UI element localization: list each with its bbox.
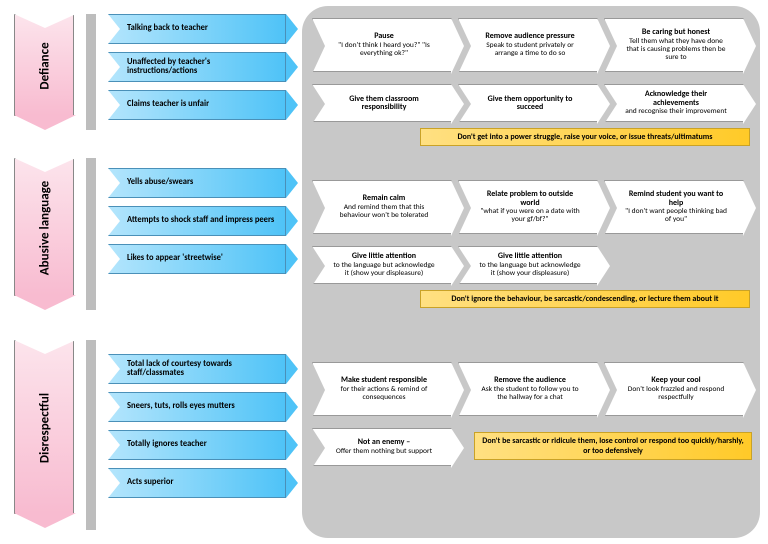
strategy-title: Acknowledge their achievements	[623, 90, 729, 107]
strategy-title: Give them opportunity to succeed	[477, 95, 583, 112]
strategy-panel: Pause "I don't think I heard you?" "Is ev…	[302, 6, 760, 538]
strategy-title: Keep your cool	[651, 376, 700, 384]
category-label: Defiance	[38, 42, 53, 89]
strategy-subtitle: "I don't want people thinking bad of you…	[623, 208, 729, 224]
behavior-label: Total lack of courtesy towards staff/cla…	[108, 354, 286, 384]
diagram-root: Defiance Abusive language Disrespectful Ta…	[0, 0, 768, 544]
behavior-label: Totally ignores teacher	[108, 430, 286, 460]
strategy-title: Give little attention	[498, 252, 562, 260]
strategy-row: Pause "I don't think I heard you?" "Is ev…	[312, 18, 752, 72]
strategy-title: Not an enemy –	[358, 438, 411, 446]
strategy-title: Relate problem to outside world	[477, 190, 583, 207]
strategy-subtitle: to the language but acknowledge it (show…	[331, 262, 437, 278]
behavior-group: Yells abuse/swears Attempts to shock staf…	[108, 168, 286, 282]
strategy-subtitle: "I don't think I heard you?" "Is everyth…	[331, 42, 437, 58]
behavior-arrow: Unaffected by teacher's instructions/act…	[108, 52, 286, 82]
strategy-title: Remind student you want to help	[623, 190, 729, 207]
behavior-label: Sneers, tuts, rolls eyes mutters	[108, 392, 286, 422]
strategy-subtitle: for their actions & remind of consequenc…	[331, 386, 437, 402]
behavior-label: Yells abuse/swears	[108, 168, 286, 198]
strategy-chevron: Give little attention to the language but…	[312, 246, 452, 284]
behavior-arrow: Claims teacher is unfair	[108, 90, 286, 120]
strategy-chevron: Make student responsible for their action…	[312, 362, 452, 416]
strategy-title: Give little attention	[352, 252, 416, 260]
strategy-title: Give them classroom responsibility	[331, 95, 437, 112]
behavior-group: Talking back to teacher Unaffected by tea…	[108, 14, 286, 128]
strategy-row: Remain calm And remind them that this beh…	[312, 180, 752, 234]
warning-banner: Don't be sarcastic or ridicule them, los…	[474, 432, 752, 460]
strategy-title: Remain calm	[363, 194, 406, 202]
behavior-arrow: Total lack of courtesy towards staff/cla…	[108, 354, 286, 384]
behavior-group: Total lack of courtesy towards staff/cla…	[108, 354, 286, 506]
category-arrow: Abusive language	[14, 158, 74, 296]
strategy-chevron: Pause "I don't think I heard you?" "Is ev…	[312, 18, 452, 72]
strategy-chevron: Keep your cool Don't look frazzled and re…	[604, 362, 744, 416]
strategy-chevron: Give them classroom responsibility	[312, 84, 452, 122]
category-arrow: Disrespectful	[14, 340, 74, 514]
strategy-title: Remove the audience	[494, 376, 566, 384]
strategy-chevron: Relate problem to outside world"what if …	[458, 180, 598, 234]
strategy-subtitle: Tell them what they have done that is ca…	[623, 38, 729, 62]
strategy-subtitle: to the language but acknowledge it (show…	[477, 262, 583, 278]
warning-banner: Don't get into a power struggle, raise y…	[420, 128, 750, 146]
strategy-chevron: Remain calm And remind them that this beh…	[312, 180, 452, 234]
strategy-row: Make student responsible for their action…	[312, 362, 752, 416]
strategy-subtitle: Speak to student privately or arrange a …	[477, 42, 583, 58]
strategy-chevron: Give them opportunity to succeed	[458, 84, 598, 122]
behavior-arrow: Attempts to shock staff and impress peer…	[108, 206, 286, 236]
behavior-label: Talking back to teacher	[108, 14, 286, 44]
strategy-chevron: Give little attention to the language but…	[458, 246, 598, 284]
strategy-title: Make student responsible	[341, 376, 427, 384]
strategy-subtitle: "what if you were on a date with your gf…	[477, 208, 583, 224]
strategy-subtitle: and recognise their improvement	[625, 108, 726, 116]
behavior-arrow: Likes to appear 'streetwise'	[108, 244, 286, 274]
behavior-arrow: Acts superior	[108, 468, 286, 498]
strategy-title: Pause	[374, 32, 394, 40]
strategy-chevron: Not an enemy – Offer them nothing but sup…	[312, 428, 452, 466]
strategy-chevron: Remind student you want to help"I don't …	[604, 180, 744, 234]
strategy-chevron: Remove the audience Ask the student to fo…	[458, 362, 598, 416]
vertical-bar	[86, 340, 96, 530]
behavior-arrow: Totally ignores teacher	[108, 430, 286, 460]
vertical-bar	[86, 14, 96, 130]
behavior-label: Likes to appear 'streetwise'	[108, 244, 286, 274]
vertical-bar	[86, 158, 96, 310]
strategy-subtitle: Offer them nothing but support	[336, 448, 432, 456]
strategy-chevron: Remove audience pressure Speak to student…	[458, 18, 598, 72]
behavior-arrow: Sneers, tuts, rolls eyes mutters	[108, 392, 286, 422]
behavior-arrow: Talking back to teacher	[108, 14, 286, 44]
strategy-subtitle: And remind them that this behaviour won'…	[331, 204, 437, 220]
category-label: Abusive language	[38, 181, 53, 275]
warning-banner: Don't ignore the behaviour, be sarcastic…	[420, 290, 750, 308]
strategy-subtitle: Don't look frazzled and respond respectf…	[623, 386, 729, 402]
strategy-title: Remove audience pressure	[485, 32, 574, 40]
behavior-arrow: Yells abuse/swears	[108, 168, 286, 198]
strategy-title: Be caring but honest	[642, 28, 710, 36]
category-label: Disrespectful	[38, 393, 53, 463]
category-arrow: Defiance	[14, 14, 74, 116]
strategy-subtitle: Ask the student to follow you to the hal…	[477, 386, 583, 402]
strategy-row: Give little attention to the language but…	[312, 246, 752, 284]
strategy-row: Give them classroom responsibility Give t…	[312, 84, 752, 122]
behavior-label: Acts superior	[108, 468, 286, 498]
behavior-label: Claims teacher is unfair	[108, 90, 286, 120]
strategy-chevron: Acknowledge their achievementsand recogn…	[604, 84, 744, 122]
strategy-chevron: Be caring but honest Tell them what they …	[604, 18, 744, 72]
behavior-label: Unaffected by teacher's instructions/act…	[108, 52, 286, 82]
behavior-label: Attempts to shock staff and impress peer…	[108, 206, 286, 236]
